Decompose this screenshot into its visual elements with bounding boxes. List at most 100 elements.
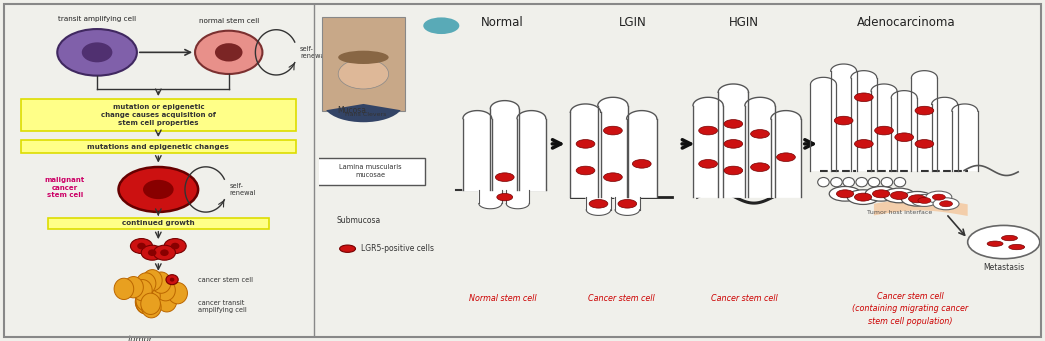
Text: Adenocarcinoma: Adenocarcinoma [857,16,956,29]
Ellipse shape [339,59,389,89]
Circle shape [135,291,155,313]
Ellipse shape [171,243,180,249]
Circle shape [895,133,913,142]
Circle shape [142,270,162,291]
Circle shape [926,191,952,203]
Circle shape [114,278,134,299]
Circle shape [495,173,514,181]
Circle shape [496,193,513,201]
FancyBboxPatch shape [21,99,296,131]
Polygon shape [463,110,492,191]
Circle shape [724,139,743,148]
Polygon shape [586,197,610,216]
Text: Metastasis: Metastasis [983,263,1024,271]
Circle shape [834,116,853,125]
Circle shape [902,191,933,206]
Circle shape [157,291,177,312]
Polygon shape [872,84,897,170]
Circle shape [911,194,937,206]
Circle shape [699,126,718,135]
Circle shape [847,190,879,205]
Circle shape [855,193,872,201]
Circle shape [423,17,460,34]
Ellipse shape [881,177,892,187]
Circle shape [830,187,861,201]
Circle shape [136,273,156,294]
Circle shape [915,139,934,148]
Text: Cancer stem cell: Cancer stem cell [588,294,655,303]
Circle shape [136,293,156,314]
Text: Mucosa: Mucosa [336,106,366,115]
Ellipse shape [856,177,867,187]
Circle shape [865,187,897,201]
Polygon shape [598,97,628,197]
Ellipse shape [154,245,176,260]
Text: Tumor host interface: Tumor host interface [866,210,932,214]
Circle shape [890,191,908,199]
Circle shape [156,280,176,301]
Ellipse shape [148,249,157,256]
Ellipse shape [166,275,179,285]
Text: transit amplifying cell: transit amplifying cell [59,16,136,23]
Circle shape [875,126,893,135]
Circle shape [576,139,595,148]
Circle shape [133,280,153,301]
Text: Cancer stem cell: Cancer stem cell [711,294,777,303]
Text: self-
renewal: self- renewal [300,46,327,59]
Text: Lamina muscularis
mucosae: Lamina muscularis mucosae [340,164,402,178]
Ellipse shape [895,177,906,187]
Circle shape [883,188,915,203]
Text: cancer transit
amplifying cell: cancer transit amplifying cell [199,300,247,313]
Ellipse shape [195,31,262,74]
Text: cancer stem cell: cancer stem cell [199,277,253,283]
Circle shape [136,290,156,311]
Text: self-
renewal: self- renewal [230,183,256,196]
Ellipse shape [831,177,842,187]
Ellipse shape [118,167,199,212]
Text: mutations and epigenetic changes: mutations and epigenetic changes [88,144,229,150]
Ellipse shape [164,239,186,254]
Text: Submucosa: Submucosa [336,216,381,225]
Circle shape [968,225,1040,259]
Polygon shape [771,110,802,197]
Circle shape [915,106,934,115]
Text: tumor: tumor [127,335,153,341]
Circle shape [168,283,187,304]
Polygon shape [506,191,529,209]
Ellipse shape [868,177,880,187]
Ellipse shape [143,180,173,199]
Polygon shape [517,110,545,191]
FancyBboxPatch shape [317,158,425,185]
Circle shape [750,130,769,138]
FancyBboxPatch shape [21,140,296,153]
Circle shape [140,290,159,311]
Ellipse shape [141,245,163,260]
Circle shape [152,272,171,293]
Circle shape [139,291,158,312]
Circle shape [918,197,931,204]
Circle shape [123,277,143,298]
Circle shape [604,173,622,181]
Polygon shape [490,101,519,191]
Text: malignant
cancer
stem cell: malignant cancer stem cell [45,177,85,198]
Circle shape [933,198,959,210]
Ellipse shape [817,177,830,187]
FancyBboxPatch shape [322,17,405,110]
Ellipse shape [1001,235,1018,241]
Circle shape [141,293,160,314]
Ellipse shape [169,278,175,282]
Text: Normal: Normal [481,16,524,29]
Polygon shape [911,71,937,170]
Circle shape [589,199,608,208]
Circle shape [699,160,718,168]
Circle shape [873,190,889,198]
Ellipse shape [82,42,113,62]
Polygon shape [952,104,978,170]
Circle shape [724,166,743,175]
Circle shape [855,93,874,102]
Circle shape [836,190,854,198]
Polygon shape [891,91,918,170]
Circle shape [750,163,769,172]
Circle shape [576,166,595,175]
Text: Cancer stem cell
(containing migrating cancer
stem cell population): Cancer stem cell (containing migrating c… [852,292,968,326]
